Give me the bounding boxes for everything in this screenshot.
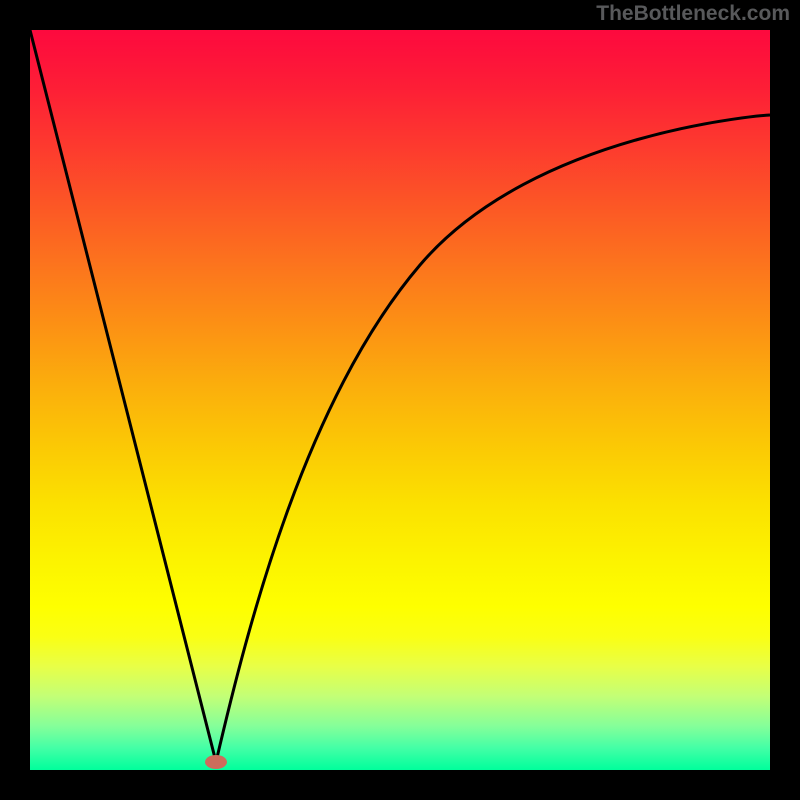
watermark-text: TheBottleneck.com <box>596 2 790 26</box>
plot-area <box>30 30 770 770</box>
plot-svg <box>0 0 800 800</box>
optimum-marker <box>205 755 227 769</box>
chart-container: TheBottleneck.com <box>0 0 800 800</box>
gradient-background <box>30 30 770 770</box>
